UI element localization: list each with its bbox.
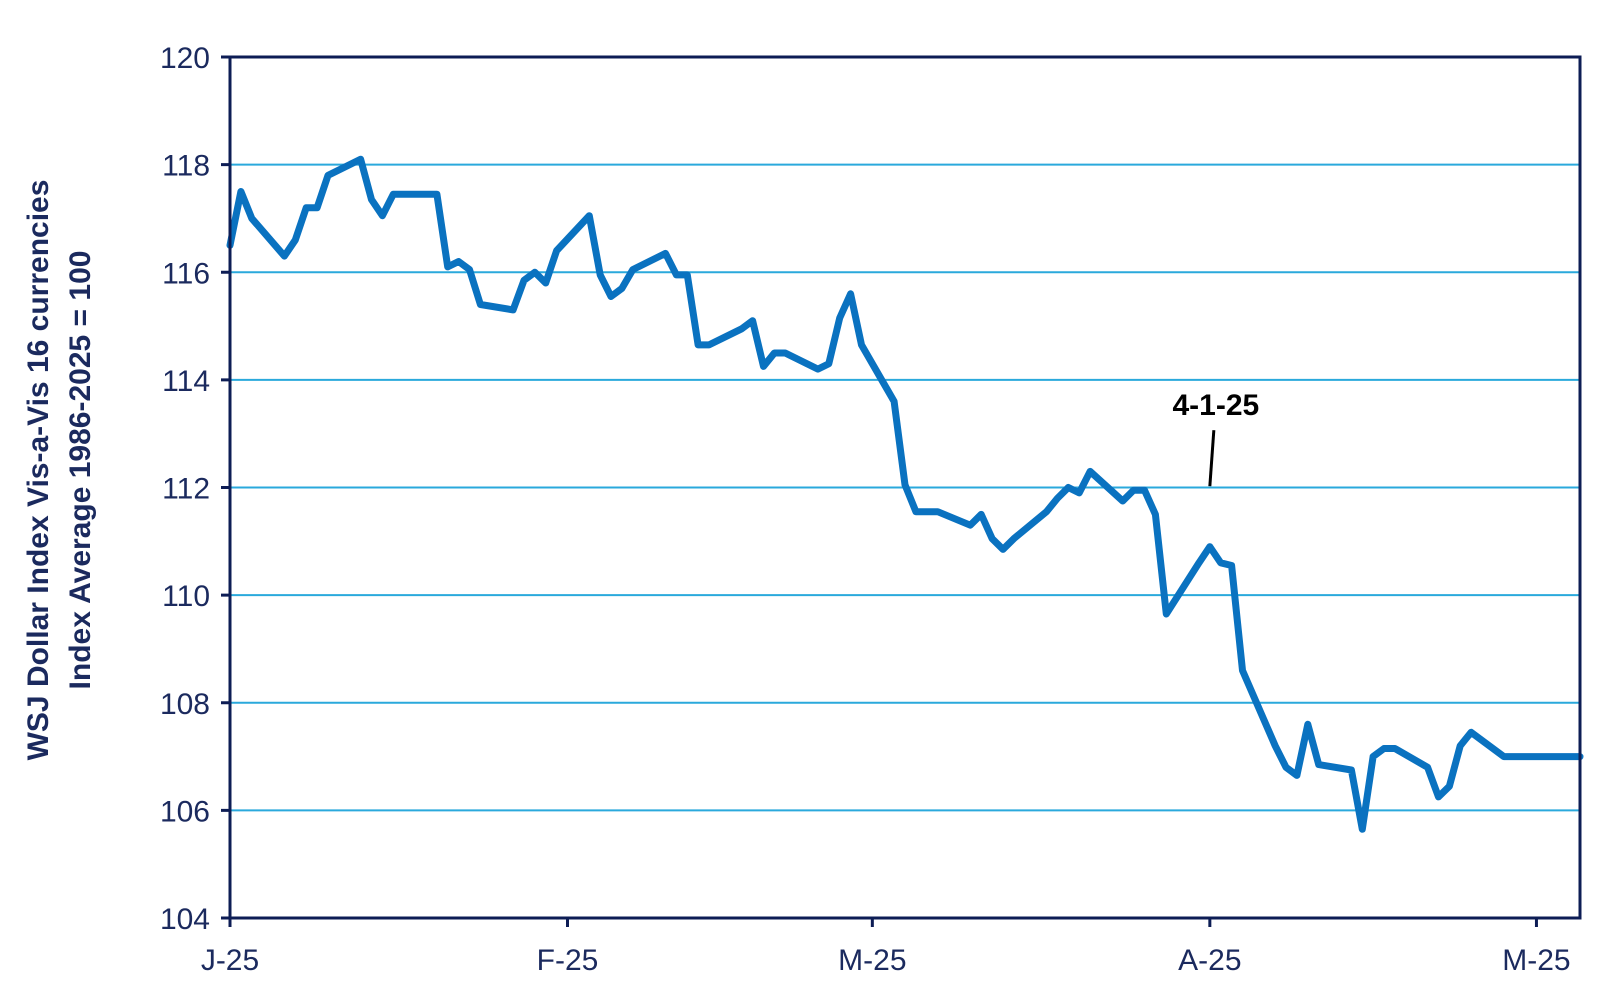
y-axis-title-line-2: Index Average 1986-2025 = 100 xyxy=(64,251,97,690)
x-tick-label-3: A-25 xyxy=(1178,944,1241,977)
y-tick-label-114: 114 xyxy=(162,365,210,398)
x-tick-label-0: J-25 xyxy=(201,944,259,977)
x-axis-labels: J-25 F-25 M-25 A-25 M-25 xyxy=(201,944,1571,977)
y-tick-label-118: 118 xyxy=(162,150,210,183)
x-tick-label-2: M-25 xyxy=(838,944,906,977)
x-tick-label-4: M-25 xyxy=(1502,944,1570,977)
y-tick-label-112: 112 xyxy=(162,473,210,506)
annotation: 4-1-25 xyxy=(1172,389,1259,487)
dollar-index-series-line xyxy=(226,155,1584,833)
y-axis-labels: 104 106 108 110 112 114 116 118 120 xyxy=(160,42,210,936)
y-tick-label-108: 108 xyxy=(160,688,210,721)
gridlines xyxy=(230,163,1580,812)
plot-frame xyxy=(228,55,1582,920)
y-tick-label-104: 104 xyxy=(160,903,210,936)
x-tick-label-1: F-25 xyxy=(537,944,599,977)
y-axis-title-line-1: WSJ Dollar Index Vis-a-Vis 16 currencies xyxy=(22,180,55,761)
y-tick-label-120: 120 xyxy=(160,42,210,75)
annotation-label: 4-1-25 xyxy=(1172,389,1259,422)
y-tick-label-116: 116 xyxy=(162,257,210,290)
annotation-leader-line xyxy=(1208,430,1216,487)
y-tick-label-106: 106 xyxy=(160,795,210,828)
y-tick-label-110: 110 xyxy=(162,580,210,613)
y-axis-title: WSJ Dollar Index Vis-a-Vis 16 currencies… xyxy=(22,180,97,761)
